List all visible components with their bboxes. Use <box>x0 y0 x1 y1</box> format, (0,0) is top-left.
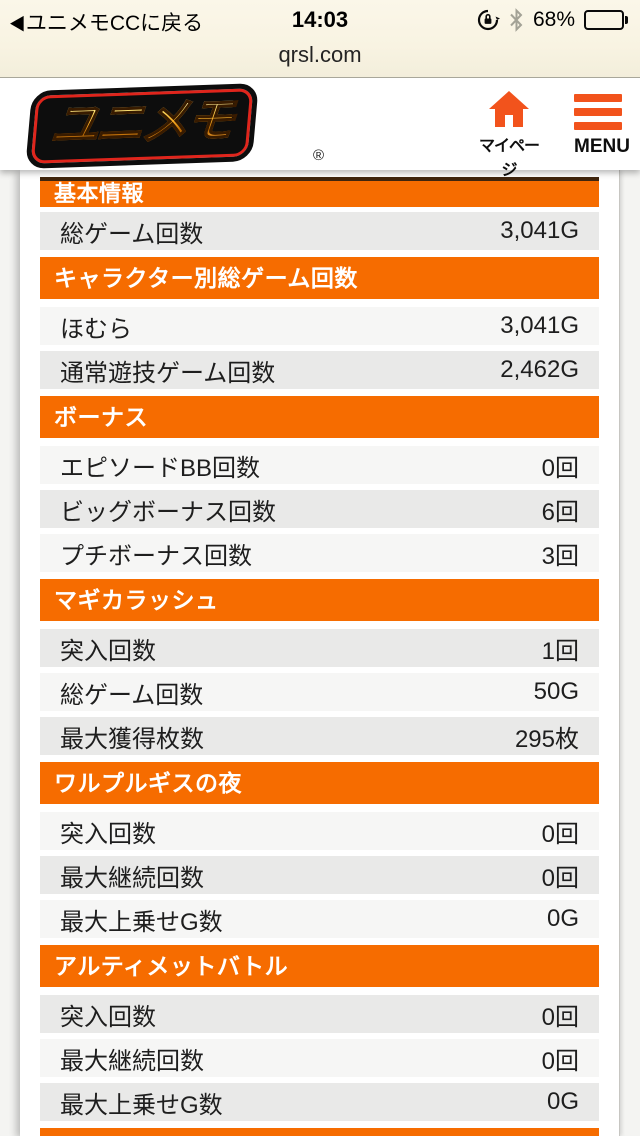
status-bar: ◀ ユニメモCCに戻る 14:03 68% <box>0 0 640 40</box>
stat-label: 総ゲーム回数 <box>60 681 204 709</box>
registered-mark: ® <box>312 147 324 164</box>
stat-label: 突入回数 <box>60 637 156 665</box>
page-content[interactable]: 基本情報総ゲーム回数 3,041G キャラクター別総ゲーム回数ほむら 3,041G 通常… <box>0 170 640 1136</box>
stat-value: 3回 <box>541 542 579 570</box>
stat-row: エピソードBB回数 0回 <box>40 446 599 484</box>
status-clock: 14:03 <box>291 7 349 32</box>
section-4: ワルプルギスの夜 突入回数 0回 最大継続回数 0回 最大上乗せG数 0G <box>40 762 599 938</box>
stat-value: 295枚 <box>514 725 579 753</box>
stat-value: 6回 <box>541 498 579 526</box>
stat-label: 突入回数 <box>60 820 156 848</box>
stat-row: 突入回数 0回 <box>40 995 599 1033</box>
stat-row: プチボーナス回数 3回 <box>40 534 599 572</box>
stat-label: ビッグボーナス回数 <box>60 498 276 526</box>
home-icon <box>489 91 529 127</box>
stat-value: 0回 <box>541 1003 579 1031</box>
section-header: 基本情報 <box>40 177 599 207</box>
stat-value: 0G <box>546 905 579 932</box>
stat-value: 3,041G <box>500 217 579 244</box>
stat-value: 50G <box>533 678 579 705</box>
stat-row: 突入回数 1回 <box>40 629 599 667</box>
menu-label: MENU <box>574 136 630 157</box>
stat-label: 通常遊技ゲーム回数 <box>60 359 276 387</box>
url-bar[interactable]: qrsl.com <box>0 40 640 78</box>
stat-label: 最大上乗せG数 <box>60 1091 223 1119</box>
stat-row: ほむら 3,041G <box>40 307 599 345</box>
stat-value: 0G <box>546 1088 579 1115</box>
stat-row: 総ゲーム回数 3,041G <box>40 212 599 250</box>
stat-label: ほむら <box>60 315 132 343</box>
mypage-button[interactable]: マイページ <box>474 90 544 180</box>
return-to-app-button[interactable]: ◀ ユニメモCCに戻る <box>10 7 203 37</box>
stat-row: 最大上乗せG数 0G <box>40 900 599 938</box>
stat-label: 総ゲーム回数 <box>60 220 204 248</box>
stat-row: 最大継続回数 0回 <box>40 856 599 894</box>
stat-value: 2,462G <box>500 356 579 383</box>
stat-value: 1回 <box>541 637 579 665</box>
section-header: マギカラッシュ <box>40 579 599 621</box>
safari-top-bar: ◀ ユニメモCCに戻る 14:03 68% qrsl.com <box>0 0 640 78</box>
battery-icon <box>584 10 628 30</box>
stat-row: 最大獲得枚数 295枚 <box>40 717 599 755</box>
stat-label: 最大継続回数 <box>60 864 204 892</box>
section-0: 基本情報総ゲーム回数 3,041G <box>40 177 599 250</box>
stat-label: プチボーナス回数 <box>60 542 252 570</box>
stat-value: 0回 <box>541 864 579 892</box>
site-header: ユニメモ ® マイページ MENU <box>0 78 640 179</box>
stat-row: 最大継続回数 0回 <box>40 1039 599 1077</box>
logo-badge: ユニメモ <box>25 82 259 170</box>
mypage-label: マイページ <box>478 138 540 179</box>
stat-row: 通常遊技ゲーム回数 2,462G <box>40 351 599 389</box>
section-header: ボーナス <box>40 396 599 438</box>
back-label: ユニメモCCに戻る <box>25 12 204 35</box>
section-header: キャラクター別総ゲーム回数 <box>40 257 599 299</box>
section-3: マギカラッシュ突入回数 1回総ゲーム回数 50G 最大獲得枚数 295枚 <box>40 579 599 755</box>
stats-table: 基本情報総ゲーム回数 3,041G キャラクター別総ゲーム回数ほむら 3,041G 通常… <box>40 177 599 1136</box>
url-text[interactable]: qrsl.com <box>278 42 362 67</box>
section-header: ワルプルギスの夜 <box>40 762 599 804</box>
stat-value: 0回 <box>541 820 579 848</box>
stat-row: 最大上乗せG数 0G <box>40 1083 599 1121</box>
stat-label: 最大継続回数 <box>60 1047 204 1075</box>
battery-percent-label: 68% <box>532 8 575 31</box>
hamburger-icon <box>574 94 622 130</box>
stat-value: 3,041G <box>500 312 579 339</box>
stats-card: 基本情報総ゲーム回数 3,041G キャラクター別総ゲーム回数ほむら 3,041G 通常… <box>20 170 620 1136</box>
section-header-peek <box>40 1128 599 1136</box>
site-logo[interactable]: ユニメモ ® <box>25 82 324 170</box>
stat-row: ビッグボーナス回数 6回 <box>40 490 599 528</box>
section-header: アルティメットバトル <box>40 945 599 987</box>
section-2: ボーナスエピソードBB回数 0回ビッグボーナス回数 6回プチボーナス回数 3回 <box>40 396 599 572</box>
logo-text: ユニメモ <box>48 93 235 154</box>
stat-label: 最大獲得枚数 <box>60 725 204 753</box>
stat-row: 総ゲーム回数 50G <box>40 673 599 711</box>
stat-label: 突入回数 <box>60 1003 156 1031</box>
menu-button[interactable]: MENU <box>574 94 630 158</box>
stat-row: 突入回数 0回 <box>40 812 599 850</box>
bluetooth-icon <box>510 8 523 32</box>
section-5: アルティメットバトル 突入回数 0回 最大継続回数 0回 最大上乗せG数 0G <box>40 945 599 1121</box>
orientation-lock-icon <box>477 9 500 31</box>
stat-label: エピソードBB回数 <box>60 454 261 482</box>
back-arrow-icon: ◀ <box>10 10 24 34</box>
stat-value: 0回 <box>541 454 579 482</box>
stat-label: 最大上乗せG数 <box>60 908 223 936</box>
section-1: キャラクター別総ゲーム回数ほむら 3,041G 通常遊技ゲーム回数 2,462G <box>40 257 599 389</box>
stat-value: 0回 <box>541 1047 579 1075</box>
